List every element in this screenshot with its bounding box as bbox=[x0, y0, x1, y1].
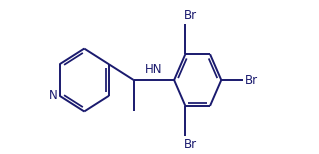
Text: Br: Br bbox=[184, 9, 197, 22]
Text: Br: Br bbox=[184, 138, 197, 151]
Text: Br: Br bbox=[245, 73, 258, 87]
Text: HN: HN bbox=[145, 63, 163, 75]
Text: N: N bbox=[48, 89, 57, 102]
